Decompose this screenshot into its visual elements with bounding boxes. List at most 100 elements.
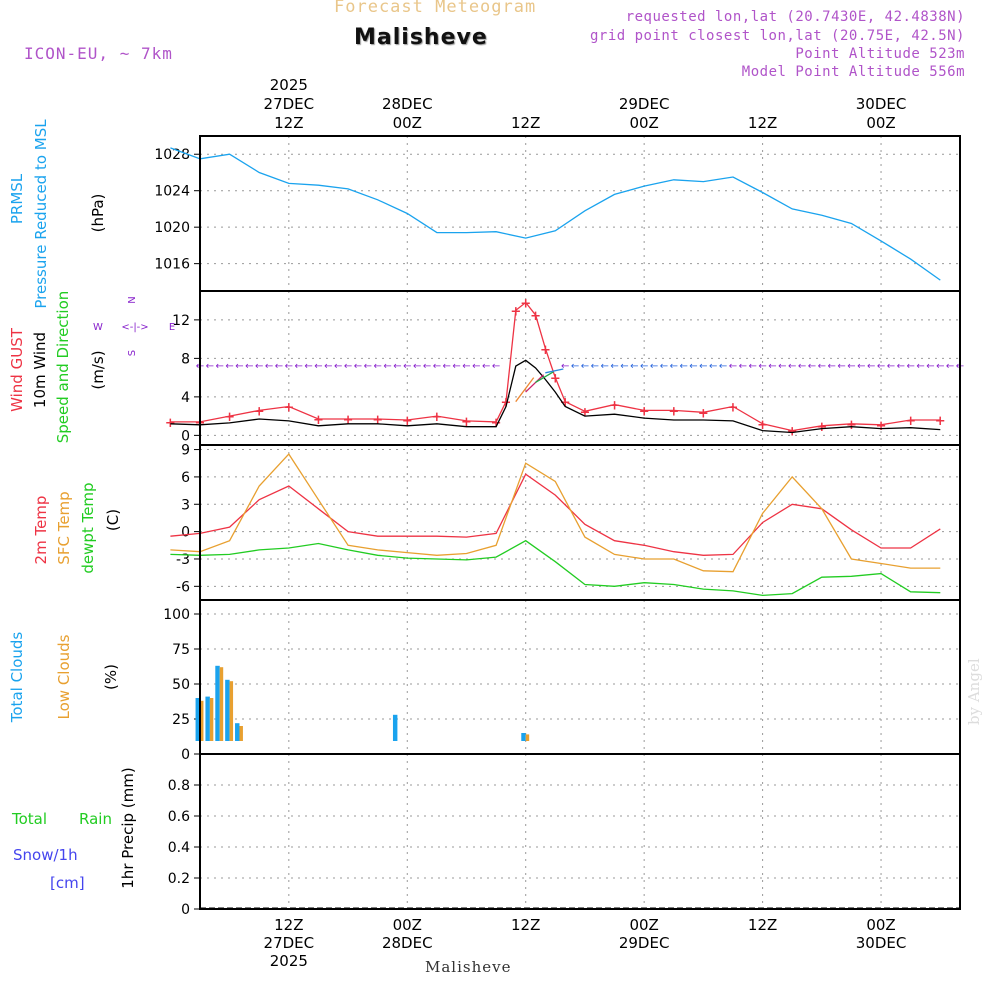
wind-direction-arrow: ← (650, 361, 658, 372)
y-tick-label: 1024 (154, 184, 190, 200)
wind-direction-arrow: ← (383, 361, 391, 372)
bottom-time-label: 12Z (511, 916, 540, 934)
series-line-sfc-temp (170, 453, 941, 573)
wind-unit-label: (m/s) (89, 350, 107, 389)
wind-direction-arrow (535, 371, 554, 383)
gust-marker: + (757, 418, 768, 433)
wind-direction-arrow: ← (304, 361, 312, 372)
y-tick-label: 0.6 (168, 809, 190, 825)
wind-direction-arrow: ← (749, 361, 757, 372)
gust-marker: + (283, 401, 294, 416)
gust-marker: + (905, 414, 916, 429)
gust-marker: + (816, 420, 827, 435)
wind-direction-arrow: ← (413, 361, 421, 372)
pressure-unit-label: (hPa) (89, 194, 107, 233)
y-tick-label: 4 (181, 390, 190, 406)
legend-snow: Snow/1h (13, 846, 78, 864)
gust-marker: + (876, 419, 887, 434)
y-tick-label: 0 (181, 747, 190, 763)
model-altitude: Model Point Altitude 556m (741, 64, 965, 80)
wind-direction-arrow: ← (314, 361, 322, 372)
wind-direction-arrow: ← (561, 361, 569, 372)
gust-marker: + (461, 415, 472, 430)
wind-direction-arrow: ← (936, 361, 944, 372)
bottom-time-label: 00Z (629, 916, 658, 934)
gust-marker: + (343, 413, 354, 428)
wind-direction-arrow: ← (591, 361, 599, 372)
gust-marker: + (372, 413, 383, 428)
series-line-2m-temp (170, 473, 941, 556)
panel-frame-clouds (199, 599, 961, 755)
wind-direction-arrow: ← (679, 361, 687, 372)
gust-marker: + (668, 404, 679, 419)
bottom-time-label: 28DEC (382, 934, 433, 952)
point-altitude: Point Altitude 523m (795, 46, 965, 62)
bottom-time-label: 00Z (393, 916, 422, 934)
top-time-label: 12Z (748, 114, 777, 132)
cloud-bar-total (235, 723, 240, 741)
wind-direction-arrow: ← (867, 361, 875, 372)
wind-direction-arrow: ← (837, 361, 845, 372)
y-tick-label: 75 (172, 642, 190, 658)
gust-marker: + (254, 404, 265, 419)
bottom-time-label: 2025 (270, 952, 308, 970)
y-tick-label: 25 (172, 712, 190, 728)
requested-coords: requested lon,lat (20.7430E, 42.4838N) (625, 9, 965, 25)
y-tick-label: 8 (181, 351, 190, 367)
y-tick-label: 12 (172, 313, 190, 329)
cloud-bar-low (229, 681, 234, 741)
gust-marker: + (846, 418, 857, 433)
wind-direction-arrow (525, 374, 545, 393)
wind-direction-arrow: ← (788, 361, 796, 372)
wind-direction-arrow: ← (225, 361, 233, 372)
wind-direction-arrow: ← (581, 361, 589, 372)
wind-direction-arrow: ← (324, 361, 332, 372)
gust-marker: + (402, 414, 413, 429)
wind-direction-arrow: ← (275, 361, 283, 372)
station-name: Malisheve (354, 25, 488, 50)
wind-direction-arrow: ← (492, 361, 500, 372)
y-tick-label: 0.8 (168, 778, 190, 794)
series-line-dewpt-temp (170, 539, 941, 597)
gust-marker: + (540, 343, 551, 358)
chart-title: Forecast Meteogram (334, 0, 537, 17)
cloud-bar-low (200, 700, 204, 741)
gust-marker: + (935, 414, 946, 429)
bottom-time-label: 30DEC (856, 934, 907, 952)
wind-direction-arrow: ← (344, 361, 352, 372)
y-tick-label: 3 (181, 497, 190, 513)
wind-direction-arrow: ← (897, 361, 905, 372)
gust-marker: + (698, 406, 709, 421)
gust-marker: + (224, 410, 235, 425)
panel-frame-precip (199, 753, 961, 910)
wind-direction-arrow: ← (620, 361, 628, 372)
bottom-time-label: 27DEC (264, 934, 315, 952)
wind-direction-arrow: ← (739, 361, 747, 372)
temp-dewpoint-label: dewpt Temp (79, 482, 97, 573)
cloud-bar-low (525, 734, 530, 741)
y-tick-label: 6 (181, 470, 190, 486)
legend-snow-unit: [cm] (50, 874, 85, 892)
wind-direction-arrow: ← (482, 361, 490, 372)
temp-sfc-label: SFC Temp (55, 491, 73, 564)
y-tick-label: 0.4 (168, 840, 190, 856)
y-tick-label: 0 (181, 525, 190, 541)
pressure-label-prmsl: PRMSL (8, 173, 26, 224)
wind-direction-arrow: ← (610, 361, 618, 372)
wind-direction-arrow: ← (354, 361, 362, 372)
wind-direction-arrow: ← (265, 361, 273, 372)
gust-marker: + (510, 304, 521, 319)
wind-direction-arrow: ← (433, 361, 441, 372)
y-tick-label: 50 (172, 677, 190, 693)
wind-direction-arrow: ← (699, 361, 707, 372)
cloud-bar-total (205, 696, 210, 741)
wind-direction-arrow: ← (373, 361, 381, 372)
top-time-label: 00Z (629, 114, 658, 132)
legend-total: Total (11, 810, 47, 828)
wind-direction-arrow: ← (245, 361, 253, 372)
y-tick-label: -3 (176, 552, 190, 568)
compass-s: S (127, 350, 138, 356)
top-time-label: 00Z (393, 114, 422, 132)
wind-direction-arrow: ← (827, 361, 835, 372)
top-time-label: 00Z (866, 114, 895, 132)
